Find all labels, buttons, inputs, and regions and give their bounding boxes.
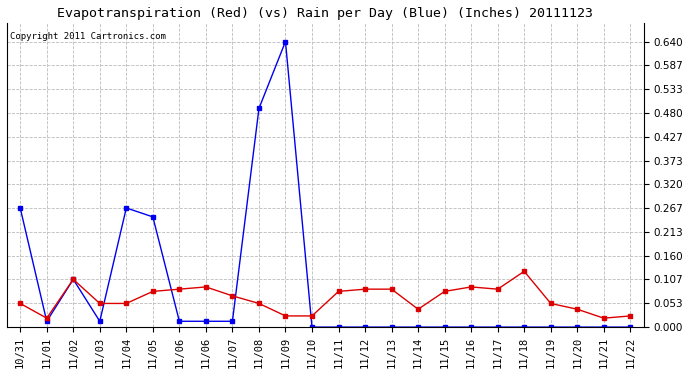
Text: Copyright 2011 Cartronics.com: Copyright 2011 Cartronics.com (10, 32, 166, 40)
Title: Evapotranspiration (Red) (vs) Rain per Day (Blue) (Inches) 20111123: Evapotranspiration (Red) (vs) Rain per D… (57, 7, 593, 20)
